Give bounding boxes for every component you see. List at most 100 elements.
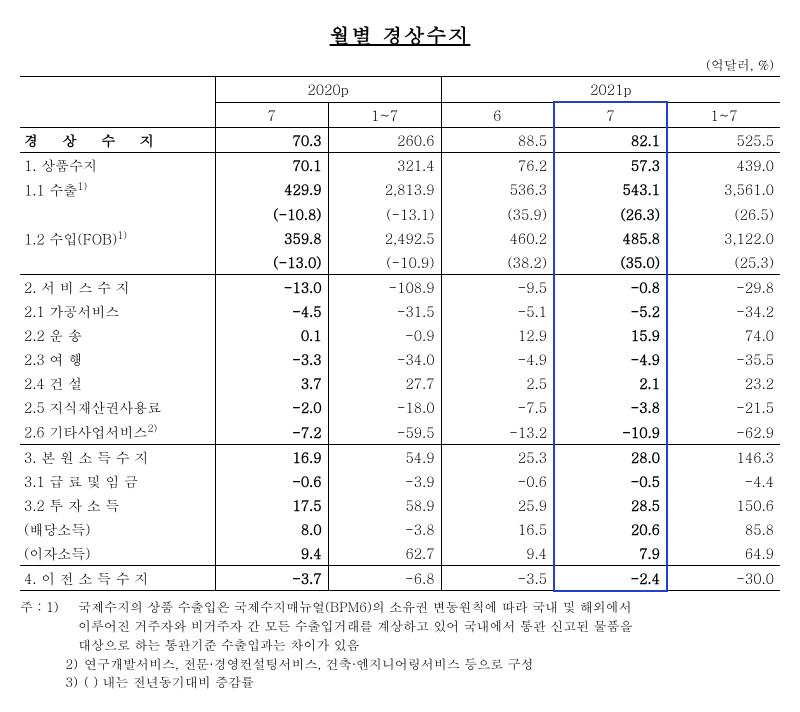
unit-label: (억달러, %) [20, 55, 780, 74]
note-tag: 3) [20, 673, 84, 692]
cell: 70.1 [215, 153, 328, 178]
table-row: 3.2 투 자 소 득 17.5 58.9 25.9 28.5 150.6 [20, 493, 780, 517]
table-row: 2.2 운 송 0.1 -0.9 12.9 15.9 74.0 [20, 323, 780, 347]
cell: 460.2 [441, 226, 554, 251]
cell: -6.8 [328, 565, 441, 591]
cell: 146.3 [667, 444, 780, 469]
cell: -0.9 [328, 323, 441, 347]
row-label: 1.1 수출 [24, 180, 77, 200]
cell: 54.9 [328, 444, 441, 469]
row-label: 2.4 건 설 [24, 373, 82, 393]
cell: 439.0 [667, 153, 780, 178]
cell: -7.5 [441, 395, 554, 419]
cell: 9.4 [215, 541, 328, 566]
cell: 3.7 [215, 371, 328, 395]
cell: -9.5 [441, 275, 554, 300]
cell: -108.9 [328, 275, 441, 300]
cell: 25.9 [441, 493, 554, 517]
cell: 485.8 [554, 226, 667, 251]
cell: 359.8 [215, 226, 328, 251]
cell: -2.0 [215, 395, 328, 419]
row-label: 3. 본 원 소 득 수 지 [24, 447, 148, 467]
cell: -30.0 [667, 565, 780, 591]
cell: -3.7 [215, 565, 328, 591]
footnotes: 주 : 1) 국제수지의 상품 수출입은 국제수지매뉴얼(BPM6)의 소유권 … [20, 598, 780, 692]
cell: 0.1 [215, 323, 328, 347]
cell: -59.5 [328, 419, 441, 444]
note-text: ( ) 내는 전년동기대비 증감률 [84, 673, 780, 692]
table-row: 4. 이 전 소 득 수 지 -3.7 -6.8 -3.5 -2.4 -30.0 [20, 565, 780, 591]
cell: 429.9 [215, 177, 328, 202]
table-row: 1.1 수출1) 429.9 2,813.9 536.3 543.1 3,561… [20, 177, 780, 202]
cell: -34.0 [328, 347, 441, 371]
cell: 2.5 [441, 371, 554, 395]
cell: 9.4 [441, 541, 554, 566]
cell: 16.9 [215, 444, 328, 469]
cell: -31.5 [328, 299, 441, 323]
cell: (-13.1) [328, 202, 441, 226]
row-label: 2.6 기타사업서비스 [24, 422, 147, 442]
cell: 3,561.0 [667, 177, 780, 202]
row-label: 3.1 급 료 및 임 금 [24, 471, 138, 491]
cell: -34.2 [667, 299, 780, 323]
cell: (35.0) [554, 250, 667, 275]
cell: 16.5 [441, 517, 554, 541]
row-label: 1. 상품수지 [24, 155, 97, 175]
cell: -62.9 [667, 419, 780, 444]
row-label: (배당소득) [24, 519, 91, 539]
header-col-0: 7 [215, 102, 328, 128]
cell: 15.9 [554, 323, 667, 347]
header-col-2: 6 [441, 102, 554, 128]
cell: -3.3 [215, 347, 328, 371]
table-row: 2. 서 비 스 수 지 -13.0 -108.9 -9.5 -0.8 -29.… [20, 275, 780, 300]
cell: 62.7 [328, 541, 441, 566]
cell: -5.2 [554, 299, 667, 323]
cell: 57.3 [554, 153, 667, 178]
table-row: 3. 본 원 소 득 수 지 16.9 54.9 25.3 28.0 146.3 [20, 444, 780, 469]
note-text: 연구개발서비스, 전문·경영컨설팅서비스, 건축·엔지니어링서비스 등으로 구성 [84, 655, 780, 674]
cell: 7.9 [554, 541, 667, 566]
cell: 3,122.0 [667, 226, 780, 251]
table-row: 1.2 수입(FOB)1) 359.8 2,492.5 460.2 485.8 … [20, 226, 780, 251]
cell: 23.2 [667, 371, 780, 395]
cell: -10.9 [554, 419, 667, 444]
cell: 536.3 [441, 177, 554, 202]
data-table: 2020p 2021p 7 1~7 6 7 1~7 경 상 수 지 70.3 2… [20, 76, 780, 592]
row-label: 경 상 수 지 [24, 130, 164, 150]
cell: 28.5 [554, 493, 667, 517]
sup: 1) [77, 179, 87, 193]
cell: 2,813.9 [328, 177, 441, 202]
cell: (25.3) [667, 250, 780, 275]
note-text: 대상으로 하는 통관기준 수출입과는 차이가 있음 [78, 636, 780, 655]
cell: 64.9 [667, 541, 780, 566]
cell: 28.0 [554, 444, 667, 469]
cell: -4.9 [554, 347, 667, 371]
cell: (26.5) [667, 202, 780, 226]
table-row: 3.1 급 료 및 임 금 -0.6 -3.9 -0.6 -0.5 -4.4 [20, 469, 780, 493]
cell: -3.8 [554, 395, 667, 419]
cell: -3.8 [328, 517, 441, 541]
table-row: (이자소득) 9.4 62.7 9.4 7.9 64.9 [20, 541, 780, 566]
cell: 27.7 [328, 371, 441, 395]
table-row: 2.1 가공서비스 -4.5 -31.5 -5.1 -5.2 -34.2 [20, 299, 780, 323]
row-label: 3.2 투 자 소 득 [24, 495, 119, 515]
note-tag: 2) [20, 655, 84, 674]
cell: 543.1 [554, 177, 667, 202]
note-text: 이루어진 거주자와 비거주자 간 모든 수출입거래를 계상하고 있어 국내에서 … [78, 617, 780, 636]
cell: 58.9 [328, 493, 441, 517]
cell: -21.5 [667, 395, 780, 419]
cell: -3.9 [328, 469, 441, 493]
cell: -0.6 [215, 469, 328, 493]
cell: -4.5 [215, 299, 328, 323]
header-2020: 2020p [215, 77, 441, 103]
cell: -4.9 [441, 347, 554, 371]
cell: (38.2) [441, 250, 554, 275]
cell: -5.1 [441, 299, 554, 323]
table-row: (-13.0) (-10.9) (38.2) (35.0) (25.3) [20, 250, 780, 275]
cell: 260.6 [328, 128, 441, 153]
cell: -18.0 [328, 395, 441, 419]
row-label: 2. 서 비 스 수 지 [24, 277, 130, 297]
cell: (-10.9) [328, 250, 441, 275]
cell: -4.4 [667, 469, 780, 493]
cell: -0.6 [441, 469, 554, 493]
